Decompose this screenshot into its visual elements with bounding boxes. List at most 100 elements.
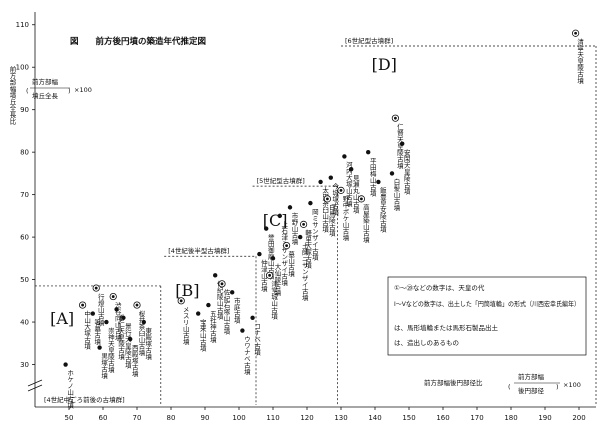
group-label: [A] — [50, 309, 74, 328]
tumulus-point — [213, 273, 218, 278]
tumulus-label: 白鳥陵古墳 — [327, 203, 335, 238]
tumulus-point — [114, 307, 119, 312]
x-tick-label: 50 — [65, 414, 74, 422]
x-tick-label: 170 — [470, 414, 483, 422]
y-ticks: 30 40 50 60 70 80 90 100 110 — [16, 21, 35, 369]
x-formula-denominator: 後円部径 — [518, 386, 545, 395]
tumulus-label: 白髪山古墳 — [392, 177, 400, 212]
tumulus-point — [318, 179, 323, 185]
x-formula-paren-open: ( — [508, 383, 511, 391]
axis-break-mark — [27, 379, 43, 392]
tumulus-label: 墓山古墳 — [287, 249, 295, 278]
tumulus-label: ホケノ山古墳 — [66, 369, 74, 410]
tumulus-point-marked-core — [360, 197, 363, 201]
tumulus-label: 佐紀陵山古墳 — [215, 279, 223, 321]
tumulus-point-marked-core — [326, 197, 329, 201]
tumulus-label: 東殿塚古墳 — [144, 326, 152, 361]
tumulus-point — [240, 328, 245, 333]
tumulus-point-marked-core — [220, 282, 224, 286]
x-tick-label: 70 — [133, 414, 142, 422]
x-axis-caption: 前方部幅後円部径比 前方部幅 後円部径 ×100 ( ) — [424, 372, 581, 395]
y-tick-label: 80 — [20, 149, 29, 157]
tumulus-point — [141, 319, 146, 325]
tumulus-point-marked-core — [339, 188, 343, 192]
tumulus-label: ウワナベ古墳 — [242, 335, 250, 376]
tumulus-label: 誉田御廟山古墳 — [266, 232, 274, 280]
tumulus-point — [376, 179, 381, 185]
y-tick-label: 30 — [20, 361, 29, 369]
y-tick-label: 50 — [20, 276, 29, 284]
tumulus-label: 景行天皇陵古墳 — [123, 323, 131, 370]
legend-entry-tsukuridashi: は、造出しのあるもの — [394, 338, 459, 347]
tumulus-point — [349, 166, 354, 172]
tumulus-point — [342, 154, 347, 159]
tumulus-label: 仲津山古墳 — [259, 258, 267, 293]
x-tick-label: 160 — [436, 414, 449, 422]
x-tick-label: 110 — [266, 414, 279, 422]
tumulus-point-marked-core — [285, 244, 288, 248]
y-tick-label: 70 — [20, 191, 29, 199]
tumulus-point — [206, 302, 211, 308]
tumulus-point — [270, 256, 276, 261]
y-formula-paren-close: ) — [68, 87, 71, 95]
x-formula-numerator: 前方部幅 — [518, 372, 545, 381]
tumulus-label: 佐紀石塚山古墳 — [222, 288, 230, 336]
x-tick-label: 190 — [538, 414, 551, 422]
tumulus-point — [250, 315, 255, 321]
tumulus-point — [389, 171, 395, 176]
tumulus-label: 宝来山古墳 — [198, 317, 206, 352]
x-tick-label: 100 — [232, 414, 245, 422]
tumulus-label: 黒塚古墳 — [100, 352, 108, 380]
tumulus-point-marked-core — [135, 303, 139, 307]
x-tick-label: 180 — [504, 414, 517, 422]
tumulus-point — [196, 311, 201, 316]
group-caption: [5世紀型古墳群] — [257, 176, 305, 185]
tumulus-point — [366, 149, 371, 155]
tumulus-label: 河内大塚山古墳 — [344, 161, 352, 208]
bottom-group-caption: [4世紀中ごろ前後の古墳群] — [44, 395, 125, 404]
tumulus-label: 安閑天皇陵古墳 — [402, 147, 410, 195]
tumulus-label: 土師ニサンザイ古墳 — [300, 241, 308, 302]
tumulus-label: 軽里大塚古墳 — [304, 228, 312, 270]
x-tick-label: 200 — [572, 414, 585, 422]
y-formula-numerator: 前方部幅 — [32, 77, 59, 86]
tumulus-point-marked-core — [302, 222, 305, 226]
tumulus-point — [230, 290, 235, 295]
tumulus-point-marked-core — [81, 303, 84, 307]
y-axis-caption: 前方部幅墳丘全長比 前方部幅 墳丘全長 ×100 ( ) — [8, 65, 92, 126]
x-ticks: 50 60 70 80 90 100 110 120 130 140 150 160 170 180 190… — [65, 407, 586, 422]
tumulus-label: 中山大塚古墳 — [83, 309, 91, 351]
tumulus-point — [277, 213, 282, 219]
group-label: [B] — [175, 281, 199, 300]
tumulus-label: 岡ミサンザイ古墳 — [310, 208, 318, 261]
y-formula-denominator: 墳丘全長 — [32, 91, 59, 100]
tumulus-label: 市庭古墳 — [232, 296, 240, 325]
legend-entry-haniwa: Ⅰ〜Ⅴなどの数字は、出土した「円筒埴輪」の形式（川西宏幸氏編年） — [394, 299, 580, 308]
tumulus-point — [104, 319, 109, 325]
tumulus-label: 垂仁天皇陵古墳 — [117, 313, 125, 361]
tumulus-label: 太田茶臼山古墳 — [321, 186, 329, 234]
legend-entry-reign: ①〜⑳などの数字は、天皇の代 — [394, 283, 485, 292]
x-formula-factor: ×100 — [563, 381, 581, 389]
group-label: [D] — [372, 55, 397, 74]
y-tick-label: 100 — [16, 64, 29, 72]
tumulus-label: メスリ山古墳 — [181, 306, 189, 346]
x-tick-label: 80 — [167, 414, 176, 422]
y-tick-label: 40 — [20, 319, 29, 327]
tumulus-label: 大仙陵古墳 — [273, 262, 281, 297]
tumulus-label: 行燈山古墳 — [96, 292, 104, 327]
tumulus-label: 崇神天皇陵古墳 — [106, 327, 114, 374]
tumulus-point — [97, 345, 102, 350]
x-tick-label: 90 — [201, 414, 210, 422]
group-caption: [6世紀型古墳群] — [345, 36, 393, 45]
x-tick-label: 140 — [368, 414, 381, 422]
tumulus-point — [308, 200, 313, 206]
y-tick-label: 90 — [20, 106, 29, 114]
tumulus-point — [121, 315, 126, 321]
tumulus-point — [257, 251, 262, 257]
tumulus-point-marked-core — [111, 295, 115, 298]
y-formula-factor: ×100 — [74, 86, 92, 94]
group-caption: [4世紀後半型古墳群] — [168, 246, 229, 255]
